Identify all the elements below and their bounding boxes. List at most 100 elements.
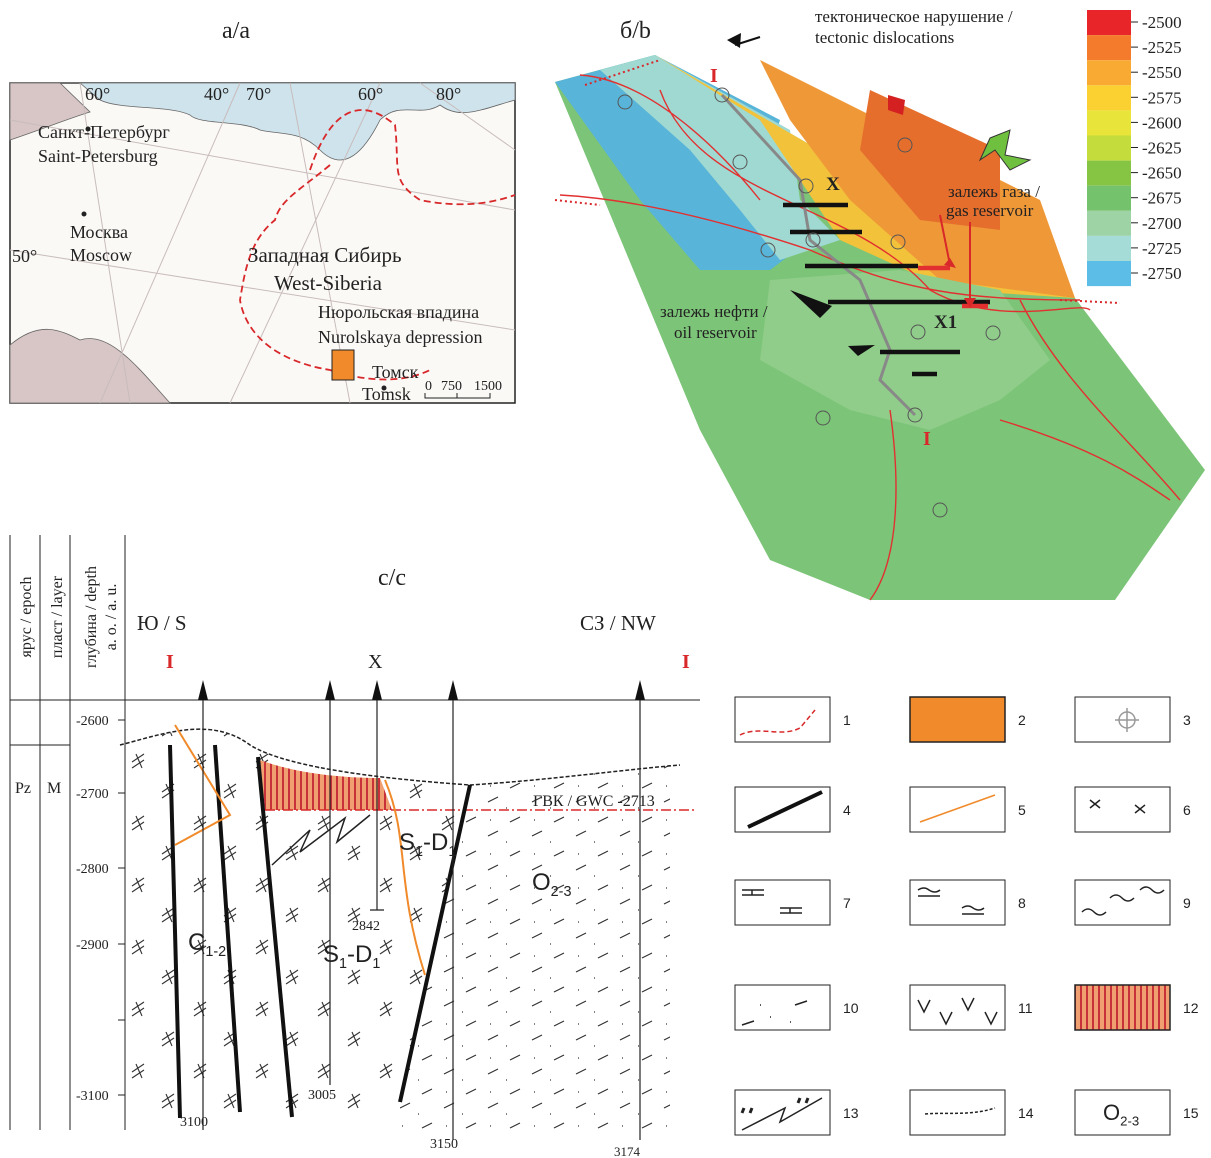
formation-part: O [1103,1100,1120,1125]
legend-number: 15 [1183,1105,1199,1121]
place-label: Moscow [70,245,132,265]
legend-box [910,880,1005,925]
legend-box [910,1090,1005,1135]
legend-number: 5 [1018,802,1026,818]
shape [1075,985,1170,1030]
gwc-label: ГВК / GWC -2713 [533,793,655,810]
section-mark: I [166,651,174,673]
color-label: -2625 [1142,139,1182,158]
legend-number: 13 [843,1105,859,1121]
shape [740,697,1170,1130]
color-label: -2550 [1142,63,1182,82]
unit: M [47,780,61,797]
place-label: Нюрольская впадина [318,302,479,322]
depth-label: -2600 [76,714,109,729]
legend-box [735,880,830,925]
grid-label: 80° [436,84,461,104]
column-header: а. о. / a. u. [103,584,120,651]
color-label: -2500 [1142,13,1182,32]
scale-label: 750 [441,379,462,394]
color-swatch [1087,136,1131,161]
color-scale: -2500-2525-2550-2575-2600-2625-2650-2675… [1087,10,1182,286]
legend-number: 4 [843,802,851,818]
shape [1090,800,1145,813]
formation-part: C [188,929,205,956]
color-swatch [1087,261,1131,286]
color-label: -2700 [1142,214,1182,233]
subscript: 1 [339,956,347,972]
color-swatch [1087,110,1131,135]
panel-title: с/с [378,565,406,591]
section-header: ярус / epoch пласт / layer глубина / dep… [15,566,120,1104]
color-swatch [1087,10,1131,35]
shape [742,1098,808,1113]
section-mark: I [682,651,690,673]
shape [1115,708,1139,732]
shape [118,720,125,1095]
subscript: 1 [448,844,456,860]
well-label: 3005 [308,1088,336,1103]
subscript: 2-3 [1120,1114,1139,1129]
formation-label: S1-D1 [399,829,456,860]
section-mark: I [710,65,718,87]
legend-box [1075,880,1170,925]
subscript: 1 [415,844,423,860]
scale-label: 1500 [474,379,502,394]
formation-label: S1-D1 [323,941,380,972]
subscript: 1-2 [205,944,226,960]
color-swatch [1087,60,1131,85]
grid-label: 40° [204,84,229,104]
section-body [120,680,695,1140]
column-header: пласт / layer [49,575,66,658]
shape [910,697,1005,742]
shape [198,680,645,700]
shape [925,1108,995,1114]
color-label: -2525 [1142,38,1182,57]
place-label: Москва [70,222,128,242]
formation-part: S [323,941,339,968]
formation-part: S [399,829,415,856]
subscript: 2-3 [551,884,572,900]
annotation: gas reservoir [946,201,1034,220]
depth-label: -2800 [76,862,109,877]
well-label: 3100 [180,1115,208,1130]
annotation: oil reservoir [674,323,757,342]
place-label: West-Siberia [274,271,383,295]
section-mark: I [923,428,931,450]
color-label: -2575 [1142,88,1182,107]
color-swatch [1087,211,1131,236]
shape [742,890,802,913]
grid-label: 60° [358,84,383,104]
legend-number: 2 [1018,712,1026,728]
scale-label: 0 [425,379,432,394]
shape [740,710,815,735]
color-swatch [1087,85,1131,110]
place-label: Tomsk [362,384,411,404]
column-header: глубина / depth [83,566,100,668]
section-mark: X [368,651,383,673]
shape [82,212,87,217]
well-label: X1 [934,312,957,333]
color-swatch [1087,35,1131,60]
legend-box [910,787,1005,832]
well-label: 3150 [430,1137,458,1152]
legend-number: 10 [843,1000,859,1016]
formation-part: -D [347,941,372,968]
unit: Pz [15,780,31,797]
direction: СЗ / NW [580,611,656,635]
figure: а/а 60° 40° 70° 60° 80° 50° Санкт-Петерб… [0,0,1211,1158]
shape [260,760,392,810]
depth-label: -3100 [76,1089,109,1104]
legend-number: 6 [1183,802,1191,818]
place-label: Санкт-Петербург [38,122,170,142]
place-label: Западная Сибирь [248,243,402,267]
depth-label: -2700 [76,787,109,802]
legend-number: 1 [843,712,851,728]
legend-number: 8 [1018,895,1026,911]
formation-part: O [532,869,551,896]
color-swatch [1087,186,1131,211]
shape [920,795,995,822]
direction: Ю / S [137,611,187,635]
depth-label: -2900 [76,938,109,953]
